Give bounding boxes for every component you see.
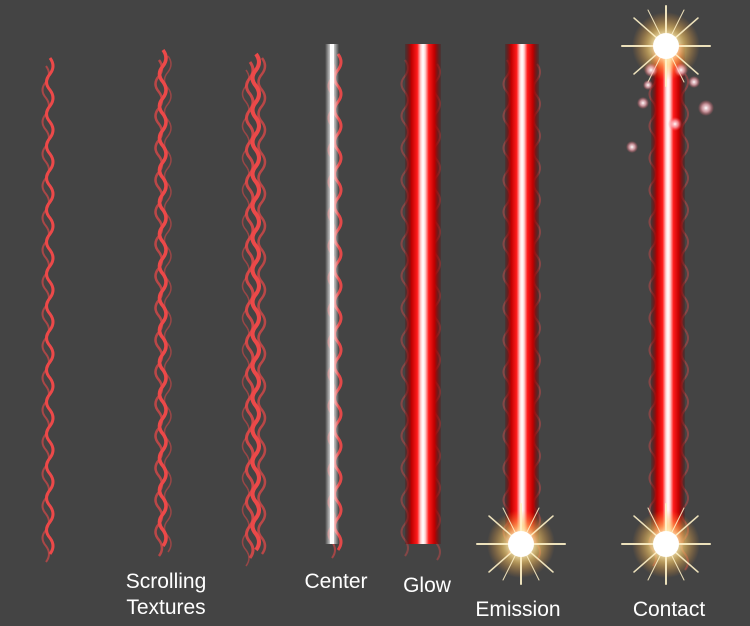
contact-sparks [626,63,714,153]
texture-strip-1 [41,56,55,563]
texture-strip-2 [154,48,172,558]
center-stage-beam [325,44,343,559]
caption-emission: Emission [475,598,561,621]
caption-scrolling-line2: Textures [126,596,206,619]
emission-flare-bottom [621,503,711,585]
caption-center: Center [304,570,368,593]
contact-stage-beam [621,5,714,585]
emission-stage-beam [476,44,566,585]
caption-scrolling-textures: Scrolling Textures [108,569,224,621]
glow-stage-beam [400,44,441,561]
caption-glow: Glow [403,574,451,597]
texture-strip-3 [241,52,267,567]
emission-flare [476,503,566,585]
caption-scrolling-line1: Scrolling [125,570,207,593]
caption-contact: Contact [632,598,706,621]
contact-flare-top [621,5,711,87]
